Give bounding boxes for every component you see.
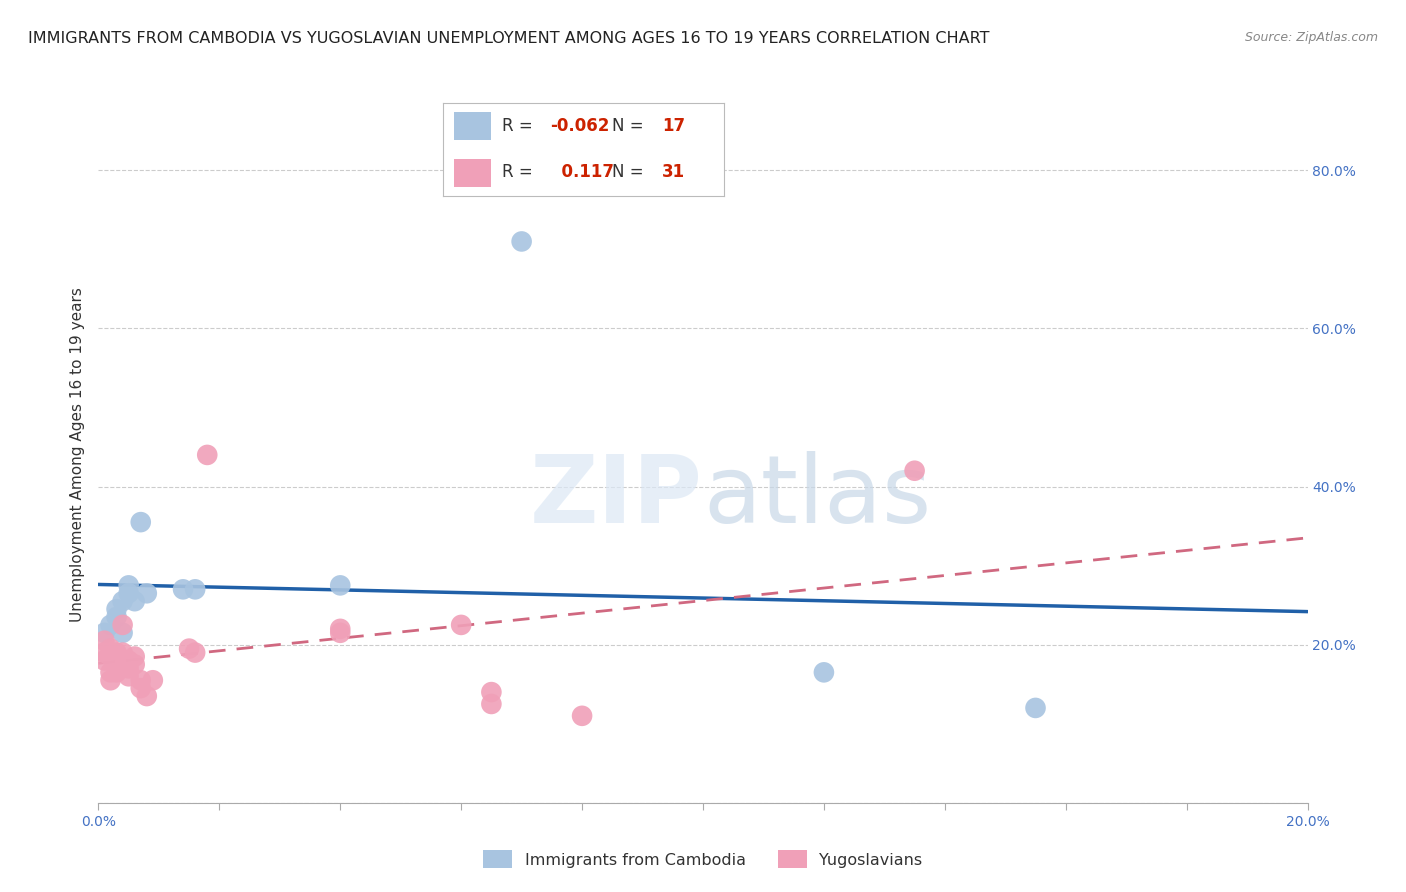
Point xyxy=(129,673,152,688)
Point xyxy=(105,610,128,624)
Point xyxy=(124,594,146,608)
Text: 17: 17 xyxy=(662,117,685,135)
FancyBboxPatch shape xyxy=(454,112,491,140)
Point xyxy=(329,625,352,640)
Point xyxy=(329,622,352,636)
Text: -0.062: -0.062 xyxy=(550,117,609,135)
Point xyxy=(111,625,134,640)
Point xyxy=(129,515,152,529)
Point xyxy=(510,235,533,249)
Y-axis label: Unemployment Among Ages 16 to 19 years: Unemployment Among Ages 16 to 19 years xyxy=(70,287,86,623)
Point xyxy=(93,633,115,648)
Text: Source: ZipAtlas.com: Source: ZipAtlas.com xyxy=(1244,31,1378,45)
Point xyxy=(118,653,141,667)
Point xyxy=(100,649,122,664)
Point xyxy=(172,582,194,597)
Point xyxy=(100,618,122,632)
Point xyxy=(118,586,141,600)
Point xyxy=(179,641,201,656)
Point xyxy=(100,665,122,680)
Point xyxy=(111,594,134,608)
Point xyxy=(111,618,134,632)
Point xyxy=(124,657,146,672)
Text: ZIP: ZIP xyxy=(530,450,703,542)
Text: R =: R = xyxy=(502,117,538,135)
Text: N =: N = xyxy=(612,117,648,135)
Point xyxy=(100,673,122,688)
Point xyxy=(142,673,165,688)
Point xyxy=(105,657,128,672)
Point xyxy=(184,582,207,597)
Point xyxy=(135,586,157,600)
Point xyxy=(118,669,141,683)
Point xyxy=(904,464,927,478)
Point xyxy=(481,697,503,711)
Legend: Immigrants from Cambodia, Yugoslavians: Immigrants from Cambodia, Yugoslavians xyxy=(477,844,929,875)
Point xyxy=(195,448,218,462)
Point xyxy=(105,646,128,660)
Point xyxy=(135,689,157,703)
Point xyxy=(184,646,207,660)
Point xyxy=(813,665,835,680)
Point xyxy=(105,602,128,616)
Point xyxy=(93,653,115,667)
Text: IMMIGRANTS FROM CAMBODIA VS YUGOSLAVIAN UNEMPLOYMENT AMONG AGES 16 TO 19 YEARS C: IMMIGRANTS FROM CAMBODIA VS YUGOSLAVIAN … xyxy=(28,31,990,46)
Point xyxy=(105,665,128,680)
Point xyxy=(329,578,352,592)
Point xyxy=(129,681,152,695)
Point xyxy=(1024,701,1046,715)
FancyBboxPatch shape xyxy=(454,159,491,187)
Point xyxy=(100,641,122,656)
Text: N =: N = xyxy=(612,163,648,181)
Text: 31: 31 xyxy=(662,163,685,181)
Point xyxy=(111,646,134,660)
Text: atlas: atlas xyxy=(703,450,931,542)
Point xyxy=(481,685,503,699)
Point xyxy=(118,578,141,592)
Point xyxy=(450,618,472,632)
Point xyxy=(124,649,146,664)
Text: R =: R = xyxy=(502,163,538,181)
Point xyxy=(118,661,141,675)
Point xyxy=(93,646,115,660)
Point xyxy=(571,708,593,723)
Point xyxy=(93,625,115,640)
Text: 0.117: 0.117 xyxy=(550,163,614,181)
